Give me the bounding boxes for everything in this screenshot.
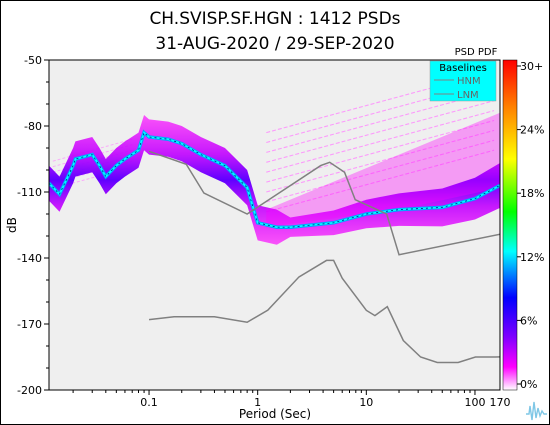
y-axis-label: dB <box>5 217 19 233</box>
psd-spike-line <box>266 70 495 134</box>
hnm-baseline-line <box>148 150 500 256</box>
psd-spike-line <box>266 129 495 193</box>
psd-spike-line <box>266 90 495 153</box>
colorbar-tick-label: 0% <box>520 378 537 391</box>
y-tick-label: -140 <box>17 252 42 265</box>
x-axis-ticks: 0.1 1 10 100 170 <box>72 390 511 409</box>
legend: Baselines HNM LNM <box>429 60 497 102</box>
x-tick-label: 1 <box>254 396 261 409</box>
y-tick-label: -80 <box>24 120 42 133</box>
colorbar-tick-label: 12% <box>520 251 544 264</box>
x-tick-label: 170 <box>490 396 511 409</box>
colorbar-ticks: 30+ 24% 18% 12% 6% 0% <box>517 60 544 391</box>
psd-spike-line <box>266 80 495 144</box>
plot-layer <box>49 70 500 364</box>
plot-border <box>48 59 501 391</box>
colorbar-tick-label: 18% <box>520 187 544 200</box>
chart-title-line2: 31-AUG-2020 / 29-SEP-2020 <box>155 34 394 54</box>
waveform-logo-icon <box>523 396 549 423</box>
legend-lnm-label: LNM <box>457 90 479 101</box>
psd-spike-line <box>266 100 495 163</box>
x-tick-label: 100 <box>464 396 485 409</box>
colorbar-tick-label: 24% <box>520 124 544 137</box>
chart-title-line1: CH.SVISP.SF.HGN : 1412 PSDs <box>149 9 400 29</box>
colorbar-tick-label: 30+ <box>520 60 543 73</box>
x-tick-label: 10 <box>359 396 373 409</box>
plot-content <box>49 70 500 364</box>
x-tick-label: 0.1 <box>140 396 158 409</box>
y-tick-label: -110 <box>17 186 42 199</box>
colorbar-tick-label: 6% <box>520 314 537 327</box>
psd-spike-line <box>266 119 495 183</box>
x-axis-label: Period (Sec) <box>239 407 311 421</box>
legend-hnm-label: HNM <box>457 76 481 87</box>
legend-title: Baselines <box>439 63 487 74</box>
colorbar-title: PSD PDF <box>455 47 498 58</box>
psd-mode-dash <box>49 131 500 228</box>
y-axis-ticks: -50 -80 -110 -140 -170 -200 <box>17 54 49 397</box>
lnm-baseline-line <box>148 259 500 364</box>
psd-spike-line <box>266 110 495 173</box>
psd-pdf-diffuse <box>266 112 500 228</box>
psd-spike-line <box>266 139 495 203</box>
psd-spike-line <box>266 149 495 213</box>
y-tick-label: -50 <box>24 54 42 67</box>
y-tick-label: -170 <box>17 318 42 331</box>
psd-spike-line <box>52 166 133 190</box>
colorbar <box>502 59 518 391</box>
y-tick-label: -200 <box>17 384 42 397</box>
